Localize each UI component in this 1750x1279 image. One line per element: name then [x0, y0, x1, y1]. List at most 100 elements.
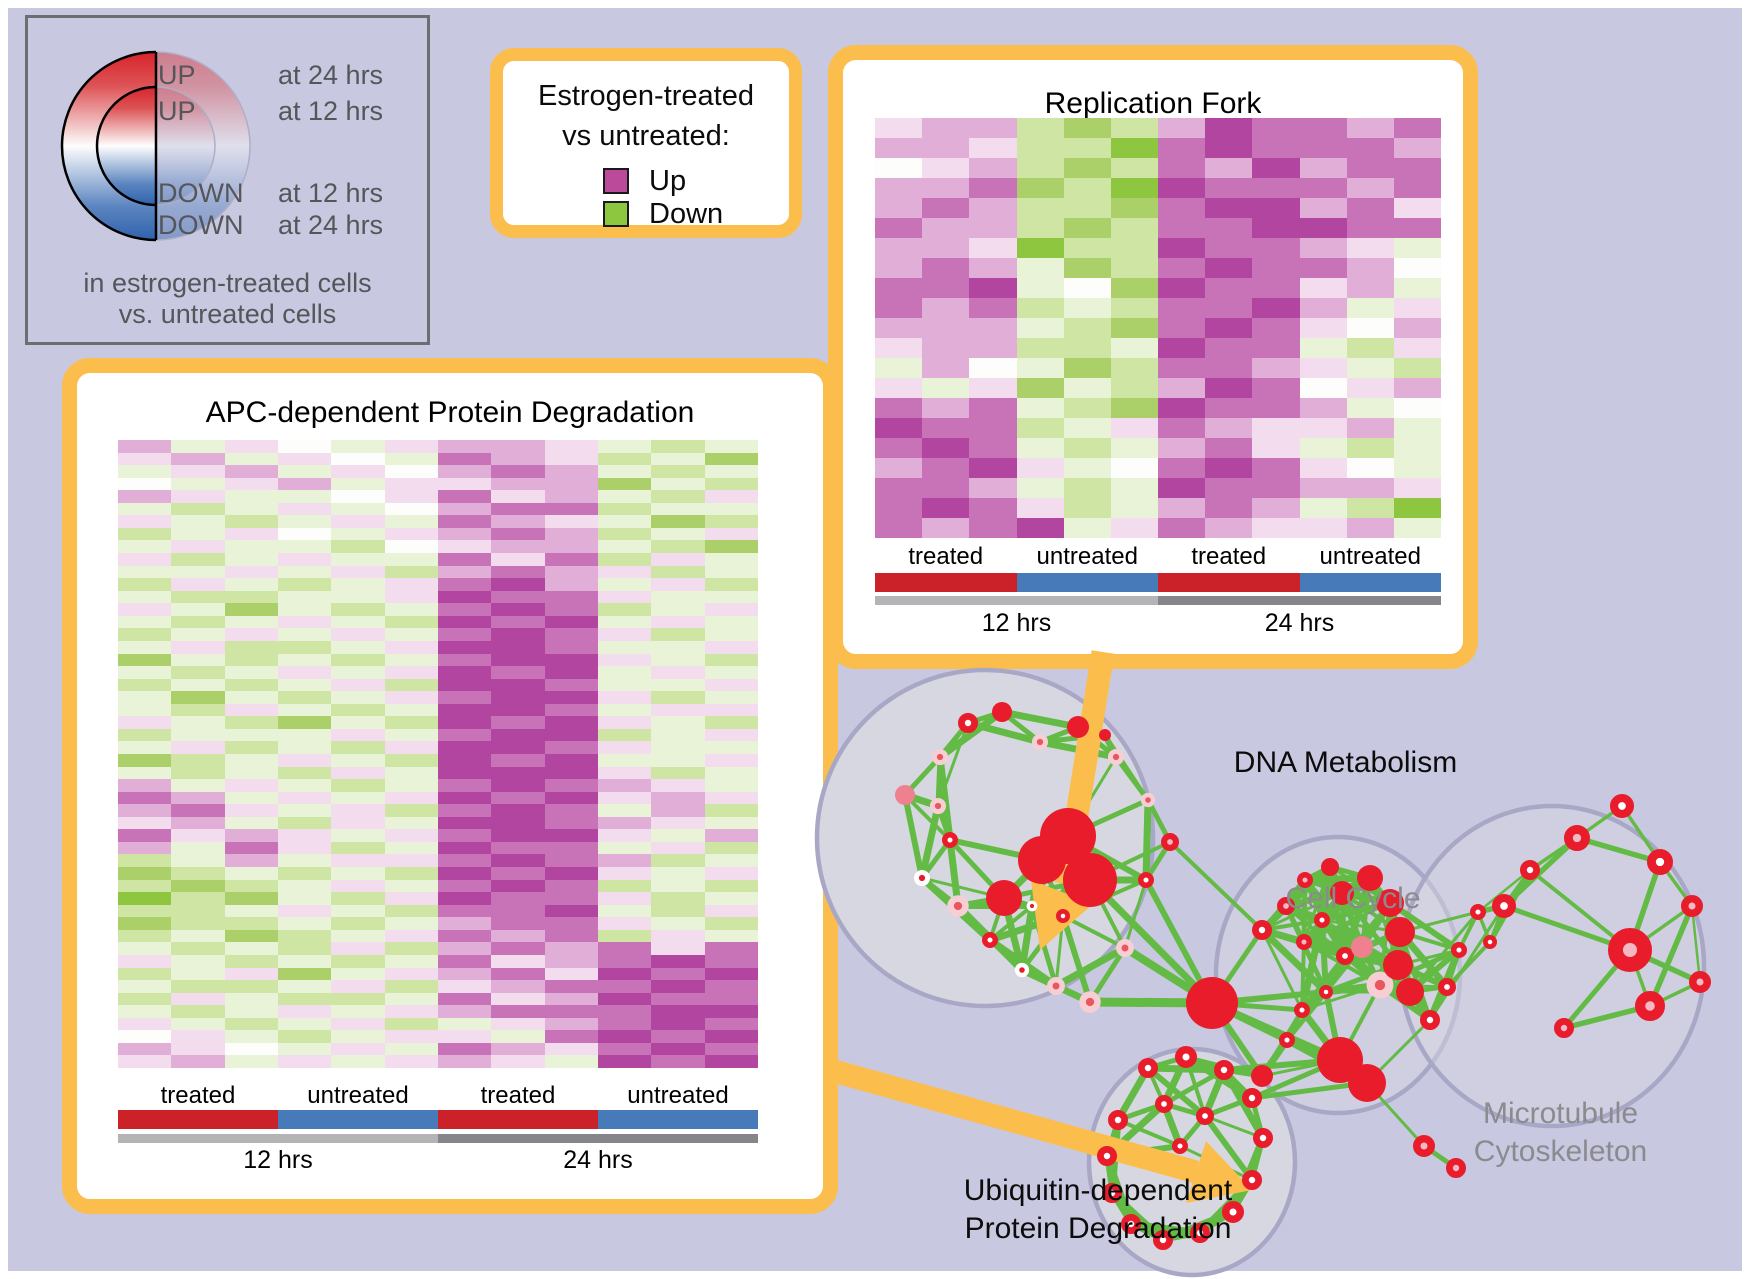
- heatmap-cell: [597, 1005, 652, 1018]
- heatmap-cell: [544, 678, 598, 692]
- heatmap-cell: [651, 879, 705, 893]
- heatmap-cell: [704, 816, 758, 830]
- heatmap-cell: [277, 590, 332, 604]
- heatmap-cell: [597, 754, 652, 767]
- heatmap-cell: [1158, 518, 1206, 538]
- heatmap-cell: [491, 527, 545, 541]
- heatmap-cell: [651, 779, 705, 792]
- interaction-edge: [1251, 1080, 1368, 1101]
- heatmap-cell: [1205, 458, 1253, 478]
- heatmap-cell: [1110, 218, 1158, 238]
- heatmap-cell: [171, 929, 225, 943]
- heatmap-cell: [437, 904, 492, 918]
- heatmap-cell: [597, 465, 652, 478]
- heatmap-cell: [491, 1017, 545, 1031]
- heatmap-cell: [118, 716, 172, 729]
- heatmap-cell: [437, 754, 492, 767]
- heatmap-cell: [1346, 298, 1394, 318]
- heatmap-cell: [1063, 318, 1111, 338]
- key-time: at 12 hrs: [278, 96, 384, 126]
- heatmap-cell: [171, 703, 225, 717]
- heatmap-cell: [437, 578, 492, 591]
- gene-node: [1420, 1010, 1441, 1031]
- gene-node: [1438, 977, 1457, 996]
- heatmap-cell: [277, 1005, 332, 1018]
- interaction-edge: [1087, 877, 1215, 1006]
- heatmap-cell: [437, 477, 492, 491]
- heatmap-cell: [1346, 258, 1394, 278]
- heatmap-cell: [1205, 358, 1253, 378]
- gene-node: [1278, 1031, 1295, 1048]
- heatmap-cell: [437, 791, 492, 805]
- heatmap-cell: [277, 703, 332, 717]
- heatmap-cell: [969, 438, 1017, 458]
- heatmap-cell: [277, 640, 332, 654]
- heatmap-cell: [171, 565, 225, 579]
- heatmap-cell: [171, 980, 225, 993]
- heatmap-cell: [1063, 258, 1111, 278]
- gene-node: [1026, 900, 1038, 912]
- heatmap-cell: [384, 440, 438, 453]
- heatmap-cell: [969, 358, 1017, 378]
- heatmap-cell: [331, 666, 385, 679]
- heatmap-cell: [1110, 158, 1158, 178]
- heatmap-cell: [224, 565, 278, 579]
- heatmap-cell: [118, 590, 172, 604]
- heatmap-cell: [277, 615, 332, 629]
- heatmap-cell: [277, 540, 332, 554]
- heatmap-cell: [224, 502, 278, 516]
- heatmap-cell: [491, 754, 545, 767]
- heatmap-cell: [544, 490, 598, 503]
- heatmap-cell: [171, 640, 225, 654]
- heatmap-cell: [118, 1030, 172, 1043]
- heatmap-cell: [118, 879, 172, 893]
- heatmap-cell: [651, 477, 705, 491]
- heatmap-cell: [331, 967, 385, 981]
- condition-labels: treated untreated treated untreated: [118, 1082, 758, 1109]
- ubiquitin-label-line1: Ubiquitin-dependent: [963, 1174, 1233, 1207]
- heatmap-cell: [875, 498, 923, 518]
- cluster-label-ubiquitin-degradation: Ubiquitin-dependent Protein Degradation: [948, 1172, 1248, 1248]
- heatmap-cell: [277, 678, 332, 692]
- heatmap-cell: [544, 967, 598, 981]
- heatmap-cell: [491, 766, 545, 780]
- heatmap-cell: [437, 779, 492, 792]
- heatmap-cell: [1110, 298, 1158, 318]
- heatmap-cell: [1063, 478, 1111, 498]
- heatmap-cell: [118, 967, 172, 981]
- heatmap-cell: [1016, 458, 1064, 478]
- heatmap-cell: [1205, 158, 1253, 178]
- heatmap-cell: [331, 490, 385, 503]
- heatmap-cell: [1063, 218, 1111, 238]
- gene-node: [1634, 990, 1665, 1021]
- heatmap-cell: [437, 1055, 492, 1068]
- heatmap-cell: [651, 628, 705, 641]
- heatmap-cell: [384, 452, 438, 466]
- heatmap-cell: [224, 553, 278, 566]
- heatmap-cell: [651, 640, 705, 654]
- heatmap-cell: [704, 929, 758, 943]
- heatmap-cell: [437, 829, 492, 842]
- heatmap-cell: [969, 418, 1017, 438]
- heatmap-cell: [597, 666, 652, 679]
- gene-node: [1330, 881, 1354, 905]
- heatmap-cell: [1252, 158, 1300, 178]
- heatmap-cell: [437, 766, 492, 780]
- heatmap-cell: [437, 502, 492, 516]
- heatmap-cell: [969, 518, 1017, 538]
- heatmap-cell: [224, 603, 278, 616]
- heatmap-cell: [597, 854, 652, 868]
- heatmap-cell: [277, 954, 332, 968]
- gene-node: [1688, 970, 1711, 993]
- heatmap-cell: [384, 741, 438, 754]
- heatmap-cell: [171, 1042, 225, 1056]
- heatmap-cell: [384, 1017, 438, 1031]
- condition-label: treated: [480, 1082, 556, 1109]
- heatmap-cell: [704, 980, 758, 993]
- heatmap-cell: [384, 653, 438, 667]
- gene-node: [1607, 927, 1652, 972]
- apc-heatmap: [118, 440, 758, 1068]
- heatmap-cell: [969, 158, 1017, 178]
- heatmap-cell: [1110, 138, 1158, 158]
- heatmap-cell: [597, 452, 652, 466]
